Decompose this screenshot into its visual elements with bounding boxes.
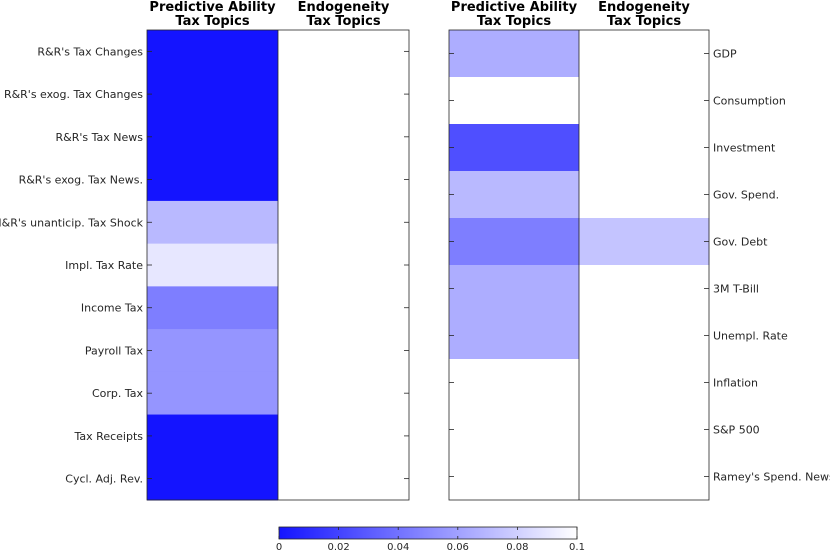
column-header-left-1: Endogeneity Tax Topics bbox=[298, 0, 390, 29]
row-label-right-7: Inflation bbox=[713, 377, 758, 390]
heatmap-cell-left-r0-c0 bbox=[147, 30, 279, 74]
row-label-left-0: R&R's Tax Changes bbox=[37, 45, 143, 58]
heatmap-cell-left-r1-c1 bbox=[278, 72, 410, 116]
column-header-right-1: Endogeneity Tax Topics bbox=[598, 0, 690, 29]
heatmap-cell-left-r5-c1 bbox=[278, 243, 410, 287]
heatmap-cell-left-r4-c0 bbox=[147, 200, 279, 245]
row-label-right-6: Unempl. Rate bbox=[713, 330, 788, 343]
heatmap-cell-right-r1-c1 bbox=[579, 77, 710, 125]
heatmap-cell-right-r9-c0 bbox=[449, 453, 580, 501]
heatmap-cell-right-r2-c0 bbox=[449, 124, 580, 172]
row-label-left-7: Payroll Tax bbox=[85, 344, 144, 357]
colorbar-tick-label-4: 0.08 bbox=[506, 542, 528, 553]
heatmap-cell-left-r6-c1 bbox=[278, 286, 410, 330]
heatmap-cell-right-r5-c1 bbox=[579, 265, 710, 313]
heatmap-cell-left-r2-c0 bbox=[147, 115, 279, 159]
heatmap-cell-right-r9-c1 bbox=[579, 453, 710, 501]
heatmap-cell-right-r6-c0 bbox=[449, 312, 580, 360]
heatmap-cell-left-r9-c1 bbox=[278, 414, 410, 458]
row-label-right-3: Gov. Spend. bbox=[713, 189, 779, 202]
heatmap-cell-right-r8-c1 bbox=[579, 406, 710, 454]
heatmap-cell-left-r8-c1 bbox=[278, 371, 410, 416]
row-label-left-1: R&R's exog. Tax Changes bbox=[4, 88, 143, 101]
colorbar-tick-label-5: 0.1 bbox=[569, 542, 585, 553]
heatmap-cell-right-r3-c1 bbox=[579, 171, 710, 219]
heatmap-cell-left-r3-c0 bbox=[147, 158, 279, 202]
heatmap-cell-left-r8-c0 bbox=[147, 371, 279, 416]
colorbar-tick-label-1: 0.02 bbox=[327, 542, 349, 553]
heatmap-cell-right-r7-c1 bbox=[579, 359, 710, 407]
heatmap-cell-right-r6-c1 bbox=[579, 312, 710, 360]
colorbar-gradient bbox=[278, 526, 578, 540]
heatmap-cell-left-r3-c1 bbox=[278, 158, 410, 202]
heatmap-cell-right-r0-c0 bbox=[449, 30, 580, 78]
heatmap-cell-left-r2-c1 bbox=[278, 115, 410, 159]
row-label-right-8: S&P 500 bbox=[713, 424, 760, 437]
row-label-right-9: Ramey's Spend. News bbox=[713, 471, 830, 484]
heatmap-cell-right-r8-c0 bbox=[449, 406, 580, 454]
heatmap-cell-left-r6-c0 bbox=[147, 286, 279, 330]
row-label-left-8: Corp. Tax bbox=[92, 387, 144, 400]
row-label-left-9: Tax Receipts bbox=[74, 430, 144, 443]
heatmap-cell-left-r0-c1 bbox=[278, 30, 410, 74]
colorbar-tick-label-2: 0.04 bbox=[387, 542, 409, 553]
colorbar-tick-label-0: 0 bbox=[276, 542, 282, 553]
row-label-left-3: R&R's exog. Tax News. bbox=[19, 174, 143, 187]
heatmap-cell-left-r9-c0 bbox=[147, 414, 279, 458]
row-label-left-4: M&R's unanticip. Tax Shock bbox=[0, 216, 144, 229]
heatmap-cell-left-r10-c0 bbox=[147, 457, 279, 501]
heatmap-cell-left-r10-c1 bbox=[278, 457, 410, 501]
row-label-left-10: Cycl. Adj. Rev. bbox=[65, 473, 143, 486]
heatmap-cell-right-r5-c0 bbox=[449, 265, 580, 313]
heatmap-cell-right-r1-c0 bbox=[449, 77, 580, 125]
heatmap-cell-left-r5-c0 bbox=[147, 243, 279, 287]
heatmap-cell-left-r1-c0 bbox=[147, 72, 279, 116]
colorbar: 0 0.02 0.04 0.06 0.08 0.1 bbox=[276, 526, 585, 553]
heatmap-cell-left-r4-c1 bbox=[278, 200, 410, 245]
row-label-right-4: Gov. Debt bbox=[713, 236, 768, 249]
row-label-right-0: GDP bbox=[713, 48, 737, 61]
heatmap-cell-right-r2-c1 bbox=[579, 124, 710, 172]
row-label-right-1: Consumption bbox=[713, 95, 786, 108]
heatmap-cell-right-r0-c1 bbox=[579, 30, 710, 78]
heatmap-cell-right-r3-c0 bbox=[449, 171, 580, 219]
heatmap-panel-right: GDP Consumption Investment Gov. Spend. Gov. … bbox=[448, 0, 830, 501]
colorbar-tick-label-3: 0.06 bbox=[447, 542, 469, 553]
row-label-left-5: Impl. Tax Rate bbox=[65, 259, 143, 272]
heatmap-panel-left: R&R's Tax Changes R&R's exog. Tax Changes… bbox=[0, 0, 410, 501]
row-label-right-2: Investment bbox=[713, 142, 776, 155]
heatmap-cell-left-r7-c1 bbox=[278, 329, 410, 373]
heatmap-cell-right-r4-c0 bbox=[449, 218, 580, 266]
column-header-right-0: Predictive Ability Tax Topics bbox=[451, 0, 578, 29]
row-label-left-2: R&R's Tax News bbox=[56, 131, 144, 144]
column-header-left-0: Predictive Ability Tax Topics bbox=[149, 0, 276, 29]
heatmap-cell-left-r7-c0 bbox=[147, 329, 279, 373]
row-label-right-5: 3M T-Bill bbox=[713, 283, 759, 296]
heatmap-cell-right-r7-c0 bbox=[449, 359, 580, 407]
heatmap-cell-right-r4-c1 bbox=[579, 218, 710, 266]
row-label-left-6: Income Tax bbox=[81, 302, 144, 315]
